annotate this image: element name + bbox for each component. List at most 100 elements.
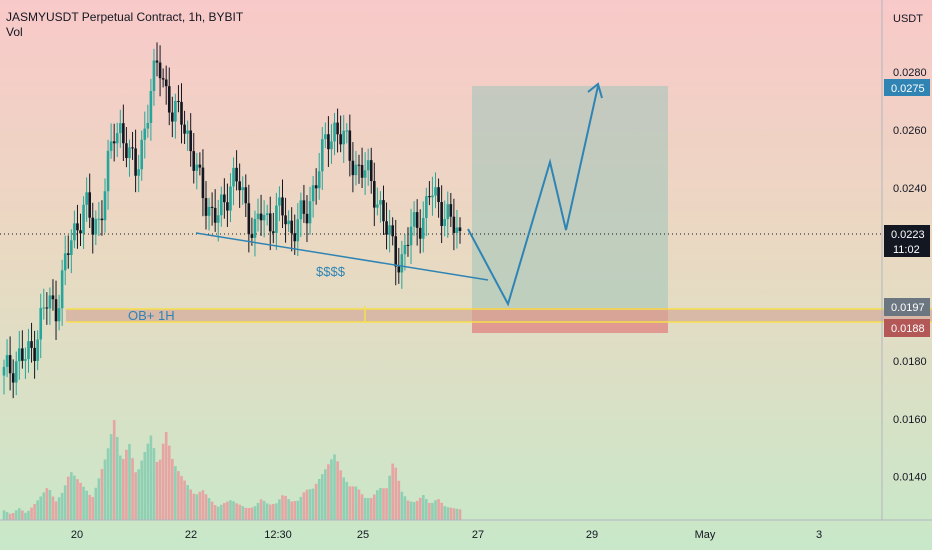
candle-body [363, 170, 367, 178]
price-tick-label: 0.0140 [893, 472, 927, 484]
candle-body [5, 355, 9, 367]
volume-bar [88, 494, 91, 520]
volume-bar [45, 488, 49, 520]
volume-bar [198, 491, 202, 520]
candle-body [281, 197, 284, 216]
volume-bar [18, 508, 21, 520]
candle-body [238, 181, 241, 191]
candle-body [213, 207, 217, 223]
candle-body [333, 122, 336, 142]
candle-body [201, 167, 205, 199]
volume-bar [109, 434, 113, 520]
candle-body [452, 216, 456, 233]
target-price-tag: 0.0275 [884, 79, 930, 96]
candle-body [73, 223, 76, 241]
volume-bar [305, 489, 309, 520]
volume-bar [241, 506, 245, 520]
volume-bar [14, 510, 18, 520]
candle-body [118, 123, 122, 134]
volume-bar [299, 496, 303, 520]
svg-text:0.0275: 0.0275 [891, 83, 925, 95]
candle-body [376, 204, 379, 208]
reward-zone [472, 86, 668, 308]
volume-bar [195, 494, 199, 520]
candle-body [409, 226, 413, 246]
candle-body [177, 100, 180, 102]
volume-bar [336, 461, 339, 520]
volume-bar [327, 464, 330, 520]
candle-body [167, 86, 171, 113]
volume-bar [94, 487, 98, 520]
volume-bar [103, 459, 107, 520]
volume-bar [51, 496, 55, 520]
candle-body [229, 186, 232, 211]
candle-body [216, 215, 220, 223]
volume-bar [82, 486, 85, 520]
volume-bar [278, 499, 281, 520]
candle-body [223, 194, 226, 203]
candle-body [82, 204, 85, 234]
volume-bar [339, 470, 342, 520]
candle-body [418, 227, 422, 239]
volume-bar [452, 508, 456, 520]
volume-bar [238, 504, 241, 520]
volume-bar [137, 469, 140, 520]
volume-bar [446, 507, 450, 520]
candle-body [195, 164, 199, 171]
projection-path [467, 85, 599, 307]
volume-bar [342, 477, 346, 520]
volume-bar [76, 479, 79, 520]
candle-body [244, 187, 248, 204]
volume-bar [177, 471, 180, 520]
volume-bar [320, 474, 324, 520]
countdown-label: 11:02 [893, 244, 920, 256]
candle-body [51, 295, 55, 300]
candle-body [27, 341, 30, 360]
candle-body [42, 307, 46, 309]
time-tick-label: May [695, 529, 716, 541]
volume-bar [406, 500, 410, 520]
candle-body [88, 192, 91, 218]
candle-body [290, 220, 293, 234]
candle-body [320, 139, 324, 172]
volume-bar [11, 513, 15, 520]
volume-bar [455, 508, 459, 520]
volume-bar [259, 499, 263, 520]
volume-indicator-label[interactable]: Vol [6, 25, 23, 39]
volume-bar [360, 494, 364, 520]
candle-body [219, 194, 223, 216]
candle-body [345, 130, 349, 132]
candle-body [339, 134, 342, 145]
volume-bar [33, 504, 36, 520]
candle-body [369, 160, 373, 182]
candle-body [351, 160, 355, 176]
volume-bar [265, 503, 269, 520]
volume-bar [376, 490, 379, 520]
time-tick-label: 22 [185, 529, 197, 541]
candles [2, 42, 462, 399]
volume-bar [311, 488, 315, 520]
candle-body [24, 359, 27, 361]
volume-bar [351, 486, 355, 520]
volume-bar [223, 503, 226, 520]
candle-body [428, 196, 431, 198]
volume-bar [308, 489, 312, 520]
candle-body [397, 266, 401, 273]
time-tick-label: 29 [586, 529, 598, 541]
candle-body [8, 355, 12, 374]
candle-body [232, 167, 235, 187]
svg-text:0.0197: 0.0197 [891, 302, 925, 314]
candle-body [431, 195, 434, 198]
volume-bar [397, 480, 401, 520]
candle-body [164, 79, 168, 87]
candle-body [100, 218, 104, 221]
volume-bar [125, 449, 128, 520]
price-tick-label: 0.0180 [893, 356, 927, 368]
volume-bar [85, 490, 88, 520]
volume-bar [149, 435, 153, 520]
candle-body [204, 198, 208, 216]
volume-bar [106, 448, 110, 520]
volume-bar [219, 504, 223, 520]
